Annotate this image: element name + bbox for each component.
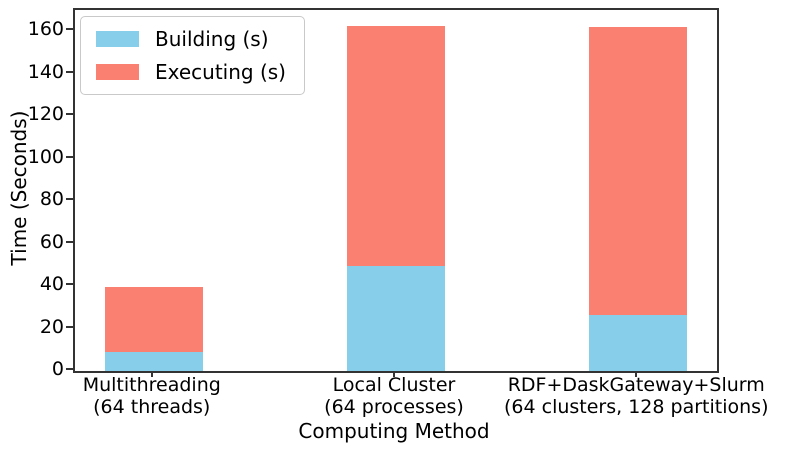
y-tick-mark xyxy=(66,325,73,328)
x-category-label-line1: RDF+DaskGateway+Slurm xyxy=(507,374,765,396)
bar-segment-building-s-0 xyxy=(104,351,203,371)
y-tick-label: 120 xyxy=(27,103,64,126)
y-tick-mark xyxy=(66,70,73,73)
y-tick-label: 140 xyxy=(27,60,64,83)
x-category-label-line1: Local Cluster xyxy=(332,374,456,396)
x-category-label-line2: (64 clusters, 128 partitions) xyxy=(504,396,769,418)
x-category-label-2: RDF+DaskGateway+Slurm (64 clusters, 128 p… xyxy=(476,374,791,418)
bar-segment-building-s-1 xyxy=(347,265,445,371)
x-axis-title: Computing Method xyxy=(298,419,490,443)
y-tick-label: 100 xyxy=(27,145,64,168)
building-swatch-icon xyxy=(96,31,139,47)
x-category-label-line2: (64 threads) xyxy=(93,396,211,418)
y-tick-label: 40 xyxy=(39,273,64,296)
x-category-label-line2: (64 processes) xyxy=(324,396,464,418)
y-tick-label: 0 xyxy=(51,358,64,380)
y-tick-mark xyxy=(66,240,73,243)
x-tick-mark xyxy=(150,371,153,377)
y-tick-mark xyxy=(66,198,73,201)
legend-label-executing: Executing (s) xyxy=(155,60,286,84)
y-tick-label: 160 xyxy=(27,18,64,41)
x-category-label-0: Multithreading (64 threads) xyxy=(0,374,312,418)
legend: Building (s) Executing (s) xyxy=(80,16,305,95)
executing-swatch-icon xyxy=(96,64,139,80)
y-tick-mark xyxy=(66,368,73,370)
x-category-label-line1: Multithreading xyxy=(82,374,221,396)
y-tick-mark xyxy=(66,28,73,31)
legend-item-building: Building (s) xyxy=(96,27,286,51)
legend-item-executing: Executing (s) xyxy=(96,60,286,84)
y-tick-label: 20 xyxy=(39,315,64,338)
plot-area: Building (s) Executing (s) xyxy=(73,8,719,373)
legend-label-building: Building (s) xyxy=(155,27,269,51)
bar-segment-executing-s-2 xyxy=(589,26,688,315)
y-tick-label: 60 xyxy=(39,230,64,253)
y-tick-mark xyxy=(66,113,73,116)
x-tick-mark xyxy=(393,371,395,377)
bar-segment-executing-s-0 xyxy=(104,287,203,352)
bar-segment-building-s-2 xyxy=(589,314,688,371)
y-tick-mark xyxy=(66,283,73,286)
y-tick-label: 80 xyxy=(39,188,64,211)
y-tick-mark xyxy=(66,155,73,158)
x-category-label-1: Local Cluster (64 processes) xyxy=(234,374,554,418)
x-tick-mark xyxy=(635,371,638,377)
bar-segment-executing-s-1 xyxy=(347,25,445,266)
